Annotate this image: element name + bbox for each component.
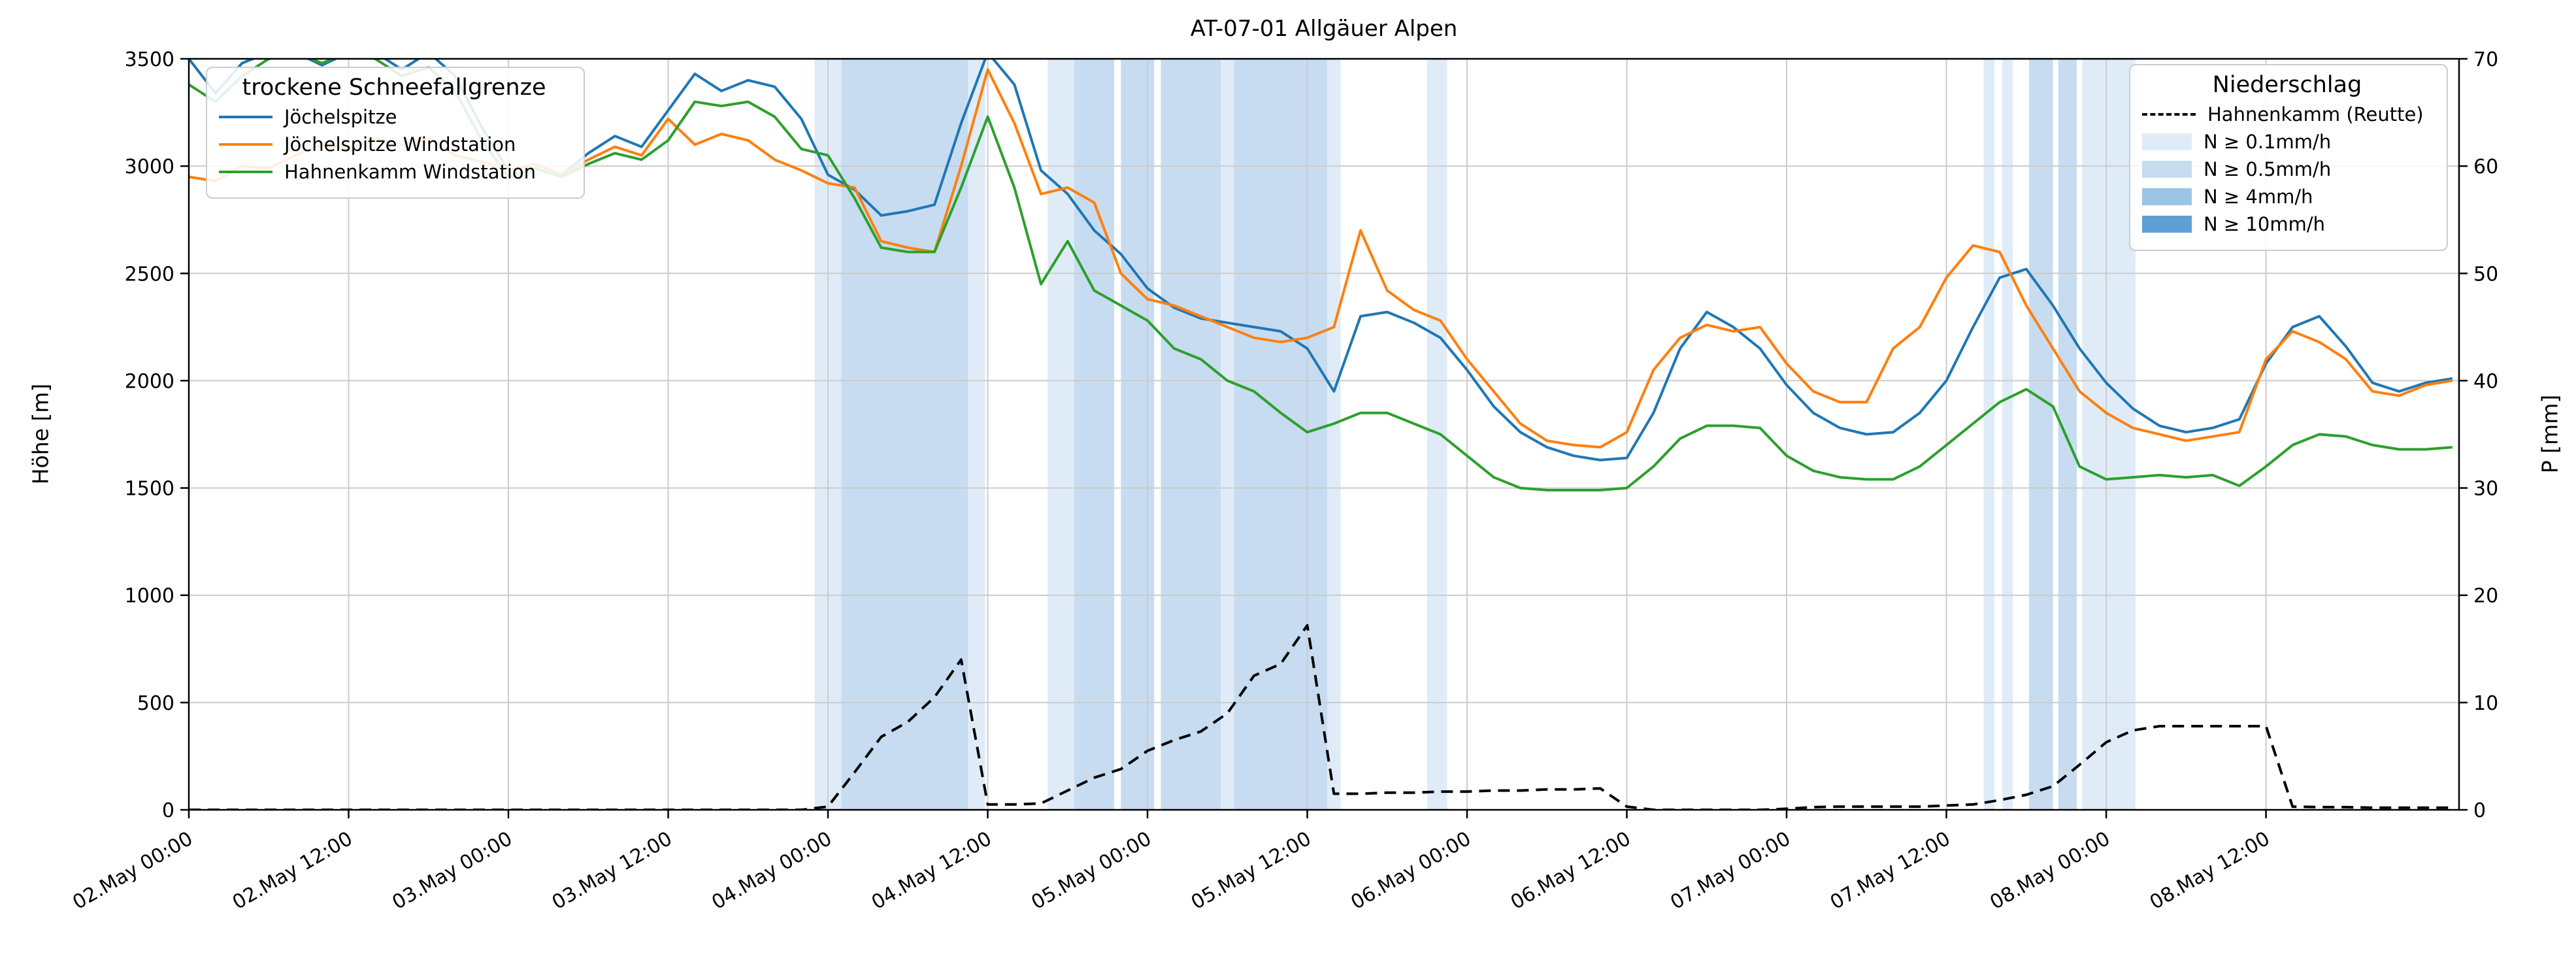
precip-band: [1327, 59, 1341, 810]
legend-item-n05: N ≥ 0.5mm/h: [2142, 158, 2432, 180]
svg-text:50: 50: [2473, 263, 2498, 286]
svg-text:1000: 1000: [125, 585, 174, 608]
legend-precip-title: Niederschlag: [2212, 72, 2362, 98]
legend-item-n01: N ≥ 0.1mm/h: [2142, 131, 2432, 153]
svg-text:07.May 12:00: 07.May 12:00: [1826, 827, 1955, 914]
precip-band: [1074, 59, 1115, 810]
precip-band: [1161, 59, 1221, 810]
legend-label: N ≥ 0.5mm/h: [2204, 158, 2332, 180]
svg-text:02.May 00:00: 02.May 00:00: [69, 827, 197, 914]
precip-band: [2028, 59, 2053, 810]
svg-text:0: 0: [2473, 799, 2486, 822]
svg-text:30: 30: [2473, 478, 2498, 501]
legend-snowline-title: trockene Schneefallgrenze: [242, 75, 546, 101]
legend-item-joechelspitze: Jöchelspitze: [219, 106, 569, 128]
svg-text:05.May 00:00: 05.May 00:00: [1027, 827, 1155, 914]
line-sample-joechelspitze-windstation: [219, 143, 272, 146]
dashed-line-sample: [2142, 113, 2196, 116]
legend-label: N ≥ 4mm/h: [2204, 186, 2313, 208]
series-line-3: [189, 624, 2452, 810]
svg-text:08.May 12:00: 08.May 12:00: [2146, 827, 2274, 914]
precip-band: [1048, 59, 1074, 810]
svg-text:40: 40: [2473, 370, 2498, 393]
chart-title: AT-07-01 Allgäuer Alpen: [1190, 16, 1458, 42]
svg-text:05.May 12:00: 05.May 12:00: [1187, 827, 1315, 914]
legend-item-joechelspitze-windstation: Jöchelspitze Windstation: [219, 133, 569, 156]
precip-band: [1121, 59, 1155, 810]
precip-swatch-05: [2142, 161, 2192, 178]
plot-border: [188, 58, 2460, 811]
precip-band: [968, 59, 985, 810]
svg-text:08.May 00:00: 08.May 00:00: [1986, 827, 2114, 914]
svg-text:04.May 12:00: 04.May 12:00: [868, 827, 996, 914]
precip-swatch-01: [2142, 133, 2192, 150]
y-axis-label-right: P [mm]: [2537, 394, 2563, 474]
svg-text:07.May 00:00: 07.May 00:00: [1666, 827, 1794, 914]
svg-text:03.May 12:00: 03.May 12:00: [548, 827, 676, 914]
legend-label: Jöchelspitze: [284, 106, 397, 128]
precip-band: [1234, 59, 1328, 810]
y-axis-right-ticks: [2459, 58, 2468, 811]
line-sample-joechelspitze: [219, 116, 272, 118]
x-axis-tick-labels: 02.May 00:00 02.May 12:00 03.May 00:00 03.M…: [69, 827, 2273, 914]
legend-item-hahnenkamm-windstation: Hahnenkamm Windstation: [219, 161, 569, 183]
legend-precip: Niederschlag Hahnenkamm (Reutte) N ≥ 0.1…: [2129, 64, 2448, 251]
legend-label: Hahnenkamm Windstation: [284, 161, 537, 183]
svg-text:02.May 12:00: 02.May 12:00: [229, 827, 357, 914]
precip-band: [2058, 59, 2077, 810]
precip-bands: [814, 59, 2136, 810]
x-axis-ticks: [188, 810, 2267, 818]
precip-swatch-4: [2142, 188, 2192, 205]
svg-text:10: 10: [2473, 692, 2498, 715]
y-axis-label-left: Höhe [m]: [27, 383, 54, 485]
svg-text:20: 20: [2473, 585, 2498, 608]
line-sample-hahnenkamm-windstation: [219, 171, 272, 173]
svg-text:2000: 2000: [125, 370, 174, 393]
legend-label: N ≥ 0.1mm/h: [2204, 131, 2332, 153]
svg-text:500: 500: [137, 692, 174, 715]
svg-text:04.May 00:00: 04.May 00:00: [708, 827, 836, 914]
precip-band: [2002, 59, 2013, 810]
precip-band: [2082, 59, 2136, 810]
svg-text:70: 70: [2473, 48, 2498, 71]
legend-label: Jöchelspitze Windstation: [284, 133, 516, 156]
svg-text:1500: 1500: [125, 478, 174, 501]
legend-item-n4: N ≥ 4mm/h: [2142, 186, 2432, 208]
legend-snowline: trockene Schneefallgrenze Jöchelspitze J…: [206, 67, 585, 199]
svg-text:0: 0: [162, 799, 174, 822]
y-axis-left-tick-labels: 0 500 1000 1500 2000 2500 3000 3500: [125, 48, 174, 822]
precip-band: [1983, 59, 1994, 810]
svg-text:60: 60: [2473, 156, 2498, 178]
legend-item-hahnenkamm-reutte: Hahnenkamm (Reutte): [2142, 103, 2432, 125]
y-axis-right-tick-labels: 0 10 20 30 40 50 60 70: [2473, 48, 2498, 822]
svg-text:06.May 00:00: 06.May 00:00: [1347, 827, 1475, 914]
legend-label: N ≥ 10mm/h: [2204, 213, 2325, 235]
legend-item-n10: N ≥ 10mm/h: [2142, 213, 2432, 235]
svg-text:3500: 3500: [125, 48, 174, 71]
svg-text:03.May 00:00: 03.May 00:00: [388, 827, 516, 914]
svg-text:2500: 2500: [125, 263, 174, 286]
y-axis-left-ticks: [180, 58, 189, 811]
precip-swatch-10: [2142, 216, 2192, 233]
svg-text:3000: 3000: [125, 156, 174, 178]
precip-band: [1221, 59, 1234, 810]
legend-label: Hahnenkamm (Reutte): [2207, 103, 2424, 125]
precip-band: [841, 59, 968, 810]
svg-text:06.May 12:00: 06.May 12:00: [1507, 827, 1635, 914]
